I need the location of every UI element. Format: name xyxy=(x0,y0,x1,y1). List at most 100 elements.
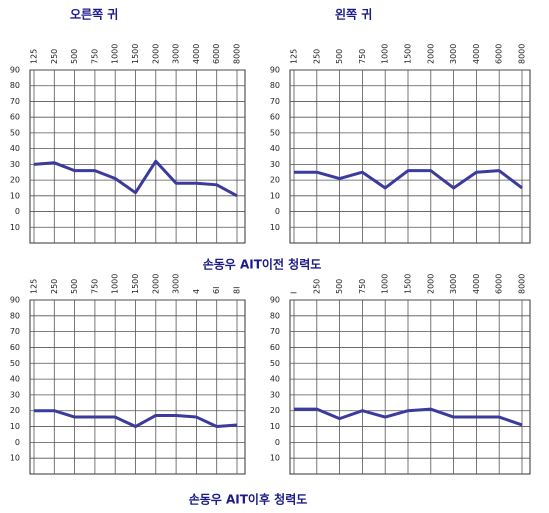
freq-label: 750 xyxy=(90,279,99,294)
y-tick-label: 10 xyxy=(270,454,280,463)
freq-label: 1000 xyxy=(381,274,390,294)
freq-label: 1000 xyxy=(381,44,390,64)
freq-label: 3000 xyxy=(449,44,458,64)
y-tick-label: 0 xyxy=(275,207,280,216)
y-tick-label: 90 xyxy=(270,296,280,305)
caption-after: 손동우 AIT이후 청력도 xyxy=(189,492,308,507)
freq-label: 4 xyxy=(192,289,201,294)
y-tick-label: 10 xyxy=(270,191,280,200)
y-tick-label: 10 xyxy=(10,191,20,200)
freq-label: 750 xyxy=(90,49,99,64)
y-tick-label: 40 xyxy=(10,144,20,153)
freq-label: 8000 xyxy=(518,44,527,64)
y-tick-label: 30 xyxy=(270,390,280,399)
freq-label: 125 xyxy=(290,49,299,64)
freq-label: 1500 xyxy=(404,274,413,294)
y-tick-label: 10 xyxy=(270,223,280,232)
chart-frame xyxy=(29,299,246,475)
freq-label: 6I xyxy=(212,287,221,294)
y-tick-label: 60 xyxy=(10,343,20,352)
freq-label: 3000 xyxy=(449,274,458,294)
chart-frame xyxy=(289,69,531,244)
freq-label: 4000 xyxy=(192,44,201,64)
freq-label: 500 xyxy=(335,49,344,64)
y-tick-label: 90 xyxy=(10,66,20,75)
caption-before: 손동우 AIT이전 청력도 xyxy=(203,257,322,272)
y-tick-label: 90 xyxy=(270,66,280,75)
freq-label: 125 xyxy=(30,49,39,64)
freq-label: 1000 xyxy=(111,274,120,294)
y-tick-label: 50 xyxy=(270,359,280,368)
hearing-line xyxy=(34,409,238,429)
chart-frame xyxy=(289,299,531,475)
y-tick-label: 60 xyxy=(10,113,20,122)
freq-label: 8000 xyxy=(233,44,242,64)
y-tick-label: 50 xyxy=(270,128,280,137)
right-ear-label: 오른쪽 귀 xyxy=(70,7,118,22)
freq-label: 1500 xyxy=(131,274,140,294)
hearing-line xyxy=(294,407,523,427)
y-tick-label: 60 xyxy=(270,343,280,352)
left-ear-label: 왼쪽 귀 xyxy=(335,7,372,22)
y-tick-label: 70 xyxy=(270,97,280,106)
freq-label: 1500 xyxy=(131,44,140,64)
y-tick-label: 70 xyxy=(10,97,20,106)
y-tick-label: 70 xyxy=(10,327,20,336)
y-tick-label: 20 xyxy=(10,176,20,185)
y-tick-label: 50 xyxy=(10,128,20,137)
y-tick-label: 40 xyxy=(270,144,280,153)
freq-label: 500 xyxy=(70,49,79,64)
y-tick-label: 60 xyxy=(270,113,280,122)
freq-label: 2000 xyxy=(151,44,160,64)
freq-label: 250 xyxy=(50,49,59,64)
hearing-line xyxy=(33,159,238,198)
freq-label: 6000 xyxy=(212,44,221,64)
freq-label: 4000 xyxy=(472,44,481,64)
y-tick-label: 0 xyxy=(15,438,20,447)
freq-label: 8000 xyxy=(518,274,527,294)
y-tick-label: 20 xyxy=(10,406,20,415)
chart-frame xyxy=(29,69,246,244)
freq-label: 1000 xyxy=(111,44,120,64)
freq-label: 500 xyxy=(70,279,79,294)
y-tick-label: 10 xyxy=(270,422,280,431)
y-tick-label: 50 xyxy=(10,359,20,368)
y-tick-label: 10 xyxy=(10,454,20,463)
y-tick-label: 80 xyxy=(270,81,280,90)
freq-label: 500 xyxy=(335,279,344,294)
y-tick-label: 20 xyxy=(270,406,280,415)
freq-label: 250 xyxy=(312,279,321,294)
freq-label: 1500 xyxy=(404,44,413,64)
y-tick-label: 90 xyxy=(10,296,20,305)
freq-label: 750 xyxy=(358,279,367,294)
freq-label: 125 xyxy=(30,279,39,294)
y-tick-label: 30 xyxy=(10,390,20,399)
y-tick-label: 0 xyxy=(275,438,280,447)
y-tick-label: 30 xyxy=(270,160,280,169)
freq-label: 4000 xyxy=(472,274,481,294)
hearing-line xyxy=(294,169,523,190)
freq-label: 3000 xyxy=(172,44,181,64)
freq-label: 2000 xyxy=(426,44,435,64)
y-tick-label: 0 xyxy=(15,207,20,216)
freq-label: 3000 xyxy=(172,274,181,294)
y-tick-label: 80 xyxy=(10,81,20,90)
freq-label: 6000 xyxy=(495,44,504,64)
freq-label: 250 xyxy=(312,49,321,64)
freq-label: 8I xyxy=(233,287,242,294)
freq-label: 2000 xyxy=(151,274,160,294)
y-tick-label: 80 xyxy=(270,311,280,320)
y-tick-label: 10 xyxy=(10,422,20,431)
y-tick-label: 30 xyxy=(10,160,20,169)
freq-label: 250 xyxy=(50,279,59,294)
y-tick-label: 80 xyxy=(10,311,20,320)
freq-label: 750 xyxy=(358,49,367,64)
y-tick-label: 70 xyxy=(270,327,280,336)
freq-label: 2000 xyxy=(426,274,435,294)
y-tick-label: 20 xyxy=(270,176,280,185)
freq-label: I xyxy=(290,292,299,294)
freq-label: 6000 xyxy=(495,274,504,294)
y-tick-label: 10 xyxy=(10,223,20,232)
y-tick-label: 40 xyxy=(10,375,20,384)
